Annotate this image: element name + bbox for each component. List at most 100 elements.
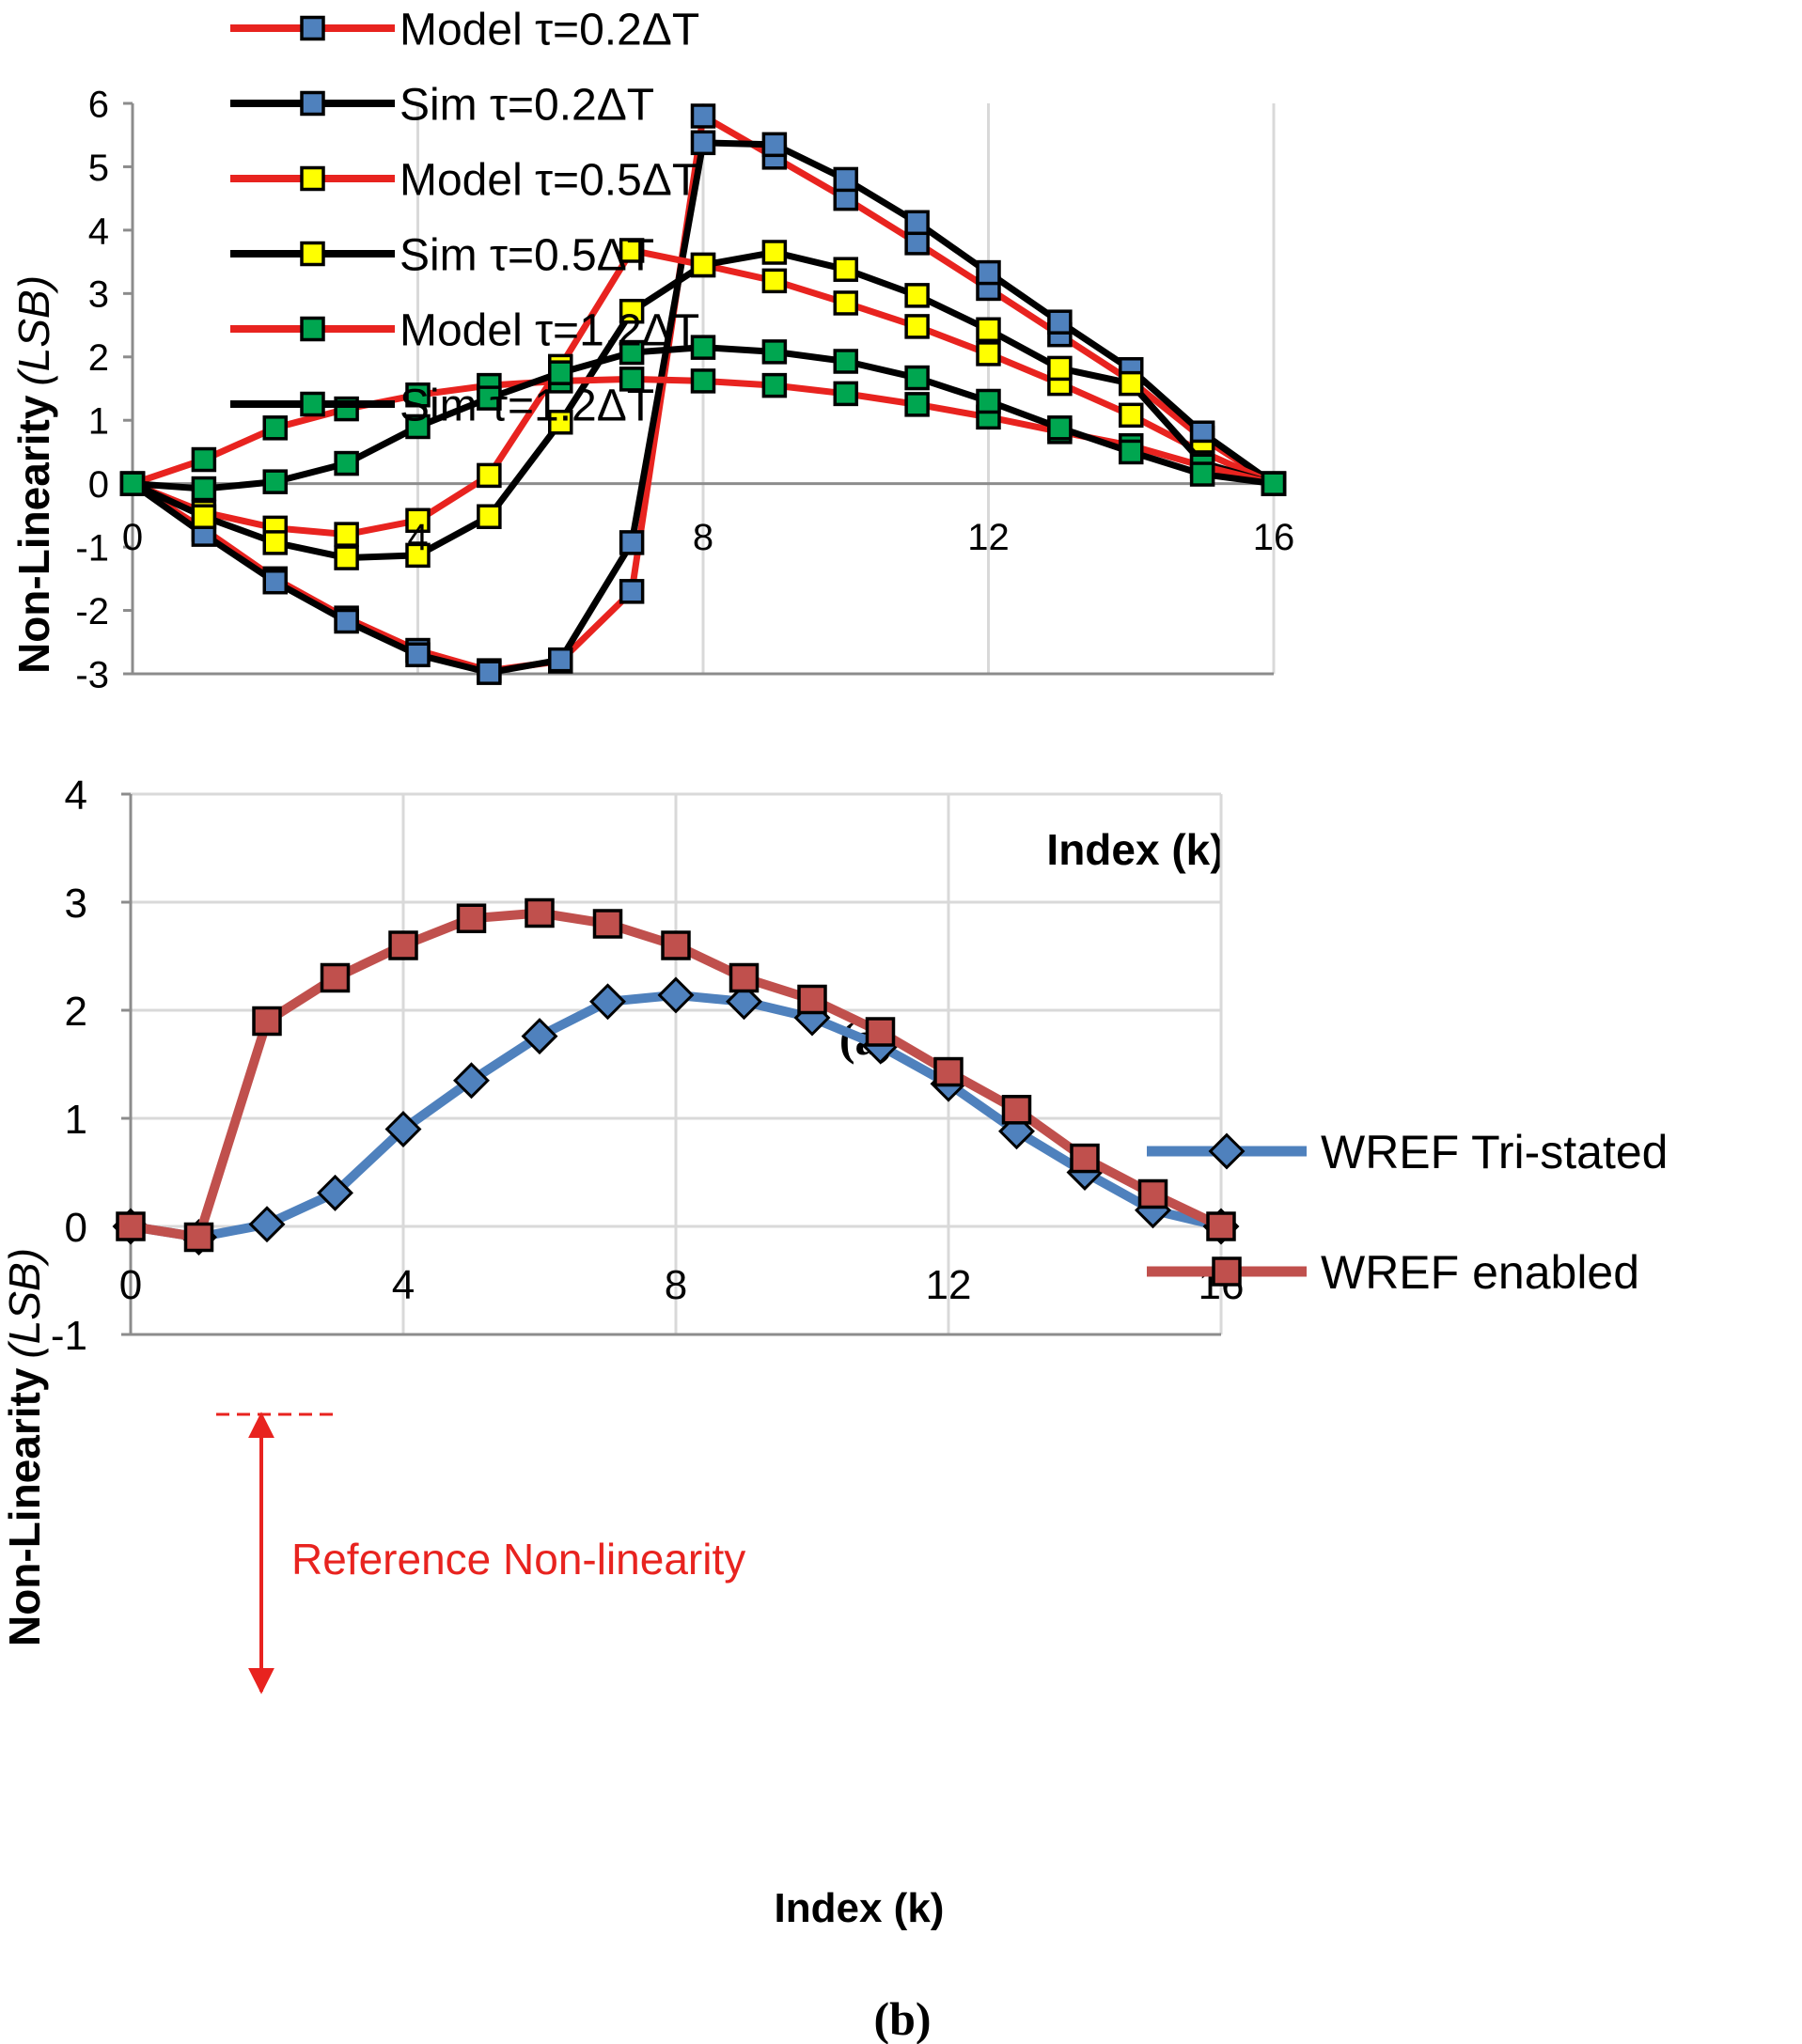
legend-label: WREF Tri-stated: [1321, 1126, 1668, 1178]
data-point: [453, 1062, 490, 1100]
data-point: [726, 983, 762, 1021]
y-tick-label: 0: [65, 1205, 87, 1251]
legend-item-model-tau-1-2deltat: Model τ=1.2ΔT: [230, 305, 699, 355]
data-point: [589, 983, 626, 1021]
data-point: [761, 372, 788, 398]
data-point: [477, 504, 502, 529]
legend-marker: [1212, 1256, 1242, 1287]
panel-b-x-axis-title: Index (k): [775, 1885, 945, 1931]
data-point: [904, 392, 930, 417]
data-point: [904, 314, 930, 339]
data-point: [334, 522, 359, 547]
data-point: [525, 897, 555, 928]
data-point: [191, 476, 217, 502]
data-point: [833, 166, 858, 193]
panel-b-axes: [121, 792, 1221, 1336]
data-point: [405, 382, 431, 408]
data-point: [334, 545, 359, 570]
data-point: [1047, 355, 1073, 382]
data-point: [761, 268, 788, 294]
data-point: [405, 413, 431, 440]
x-tick-label: 0: [122, 517, 143, 558]
data-point: [477, 462, 502, 489]
y-tick-label: 6: [88, 84, 109, 125]
data-point: [477, 660, 502, 685]
chart-panel-b: Reference Non-linearity -1012340481216 I…: [0, 772, 1668, 2044]
legend-label: Sim τ=0.5ΔT: [400, 230, 654, 280]
y-tick-label: -2: [75, 591, 109, 632]
data-point: [690, 335, 716, 360]
panel-b-y-axis-title: Non-Linearity(LSB): [0, 1248, 49, 1646]
data-point: [1189, 461, 1215, 487]
data-point: [833, 381, 858, 407]
data-point: [976, 388, 1001, 414]
data-point: [619, 367, 645, 392]
panel-b-grid: [129, 792, 1223, 1336]
data-point: [690, 368, 716, 394]
data-point: [761, 132, 788, 158]
legend-item-model-tau-0-2deltat: Model τ=0.2ΔT: [230, 5, 699, 55]
y-tick-label: 4: [88, 211, 109, 252]
data-point: [1047, 309, 1073, 335]
data-point: [116, 1211, 146, 1241]
legend-label: Model τ=0.5ΔT: [400, 155, 699, 205]
legend-item-sim-tau-0-2deltat: Sim τ=0.2ΔT: [230, 80, 654, 130]
data-point: [761, 240, 788, 265]
x-tick-label: 4: [392, 1262, 415, 1308]
data-point: [904, 283, 930, 308]
data-point: [248, 1206, 286, 1243]
legend-item-model-tau-0-5deltat: Model τ=0.5ΔT: [230, 155, 699, 205]
panel-b-series: [112, 897, 1240, 1256]
legend-label: Sim τ=1.2ΔT: [400, 381, 654, 430]
data-point: [619, 238, 645, 263]
reference-annotation: Reference Non-linearity: [216, 1412, 745, 1694]
panel-a-y-axis-title: Non-Linearity(LSB): [9, 275, 58, 674]
legend-marker: [300, 90, 325, 117]
legend-item-sim-tau-0-5deltat: Sim τ=0.5ΔT: [230, 230, 654, 280]
y-tick-label: 2: [88, 337, 109, 379]
data-point: [521, 1018, 558, 1055]
data-point: [619, 579, 645, 604]
data-point: [904, 210, 930, 236]
data-point: [904, 230, 930, 256]
data-point: [191, 446, 217, 473]
data-point: [619, 530, 645, 555]
y-tick-label: -3: [75, 654, 109, 695]
data-point: [1119, 439, 1144, 465]
panel-b-caption: (b): [873, 1992, 931, 2044]
data-point: [833, 349, 858, 374]
data-point: [456, 903, 487, 933]
data-point: [262, 415, 288, 441]
data-point: [976, 317, 1001, 343]
data-point: [865, 1017, 896, 1047]
series-sim-tau-1-2deltat: [119, 335, 1287, 502]
panel-b-legend: WREF Tri-stated WREF enabled: [1147, 1126, 1668, 1299]
data-point: [619, 339, 645, 366]
legend-item-wref-enabled: WREF enabled: [1147, 1246, 1639, 1299]
data-point: [592, 909, 623, 939]
data-point: [262, 569, 288, 595]
data-point: [933, 1056, 964, 1087]
legend-marker: [300, 241, 325, 267]
panel-b-ticks: -1012340481216: [51, 772, 1245, 1359]
data-point: [548, 647, 573, 673]
x-tick-label: 8: [693, 517, 713, 558]
data-point: [317, 1174, 353, 1211]
data-point: [405, 507, 431, 534]
legend-label: Model τ=1.2ΔT: [400, 305, 699, 355]
legend-label: Model τ=0.2ΔT: [400, 5, 699, 55]
legend-marker: [300, 316, 325, 342]
data-point: [1137, 1178, 1168, 1209]
data-point: [388, 930, 418, 960]
data-point: [262, 530, 288, 555]
data-point: [119, 471, 146, 496]
y-tick-label: -1: [51, 1313, 87, 1359]
panel-a-series: [119, 103, 1287, 685]
data-point: [797, 984, 827, 1015]
data-point: [976, 259, 1001, 286]
x-tick-label: 4: [407, 517, 428, 558]
data-point: [690, 252, 716, 278]
data-point: [729, 962, 760, 993]
